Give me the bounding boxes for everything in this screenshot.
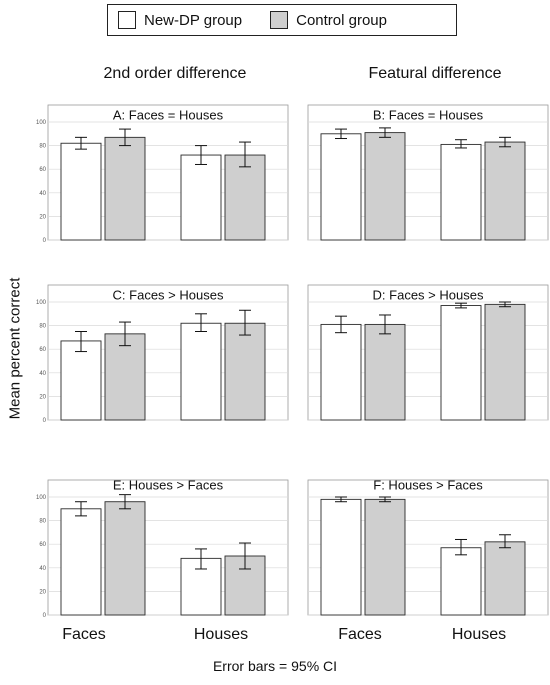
panel-3-ytick-40: 40 bbox=[39, 371, 46, 377]
panel-6-title: F: Houses > Faces bbox=[373, 478, 483, 493]
column-title-right: Featural difference bbox=[368, 65, 502, 82]
panel-1-ytick-60: 60 bbox=[39, 167, 46, 173]
panel-5-ytick-20: 20 bbox=[39, 589, 46, 595]
panel-5-ytick-80: 80 bbox=[39, 519, 46, 525]
category-label-houses-right: Houses bbox=[451, 626, 507, 643]
panel-1-bar-newdp-faces bbox=[60, 142, 102, 241]
panel-3-bar-control-faces bbox=[104, 333, 146, 421]
panel-5-bar-control-faces bbox=[104, 501, 146, 616]
panel-4-bar-newdp-faces bbox=[320, 323, 362, 421]
legend-item-new-dp: New-DP group bbox=[118, 11, 242, 29]
panel-5-ytick-40: 40 bbox=[39, 566, 46, 572]
panel-2-bar-newdp-houses bbox=[440, 143, 482, 241]
panel-1-bar-newdp-houses bbox=[180, 154, 222, 241]
panel-3-ytick-60: 60 bbox=[39, 347, 46, 353]
panel-5-title: E: Houses > Faces bbox=[113, 478, 224, 493]
panel-5-ytick-0: 0 bbox=[43, 613, 47, 619]
category-label-houses-left: Houses bbox=[193, 626, 249, 643]
panel-3-ytick-0: 0 bbox=[43, 418, 47, 424]
panel-1-ytick-100: 100 bbox=[36, 120, 47, 126]
panel-1-title: A: Faces = Houses bbox=[113, 108, 224, 123]
panel-2-bar-newdp-faces bbox=[320, 133, 362, 241]
panel-4-bar-newdp-houses bbox=[440, 305, 482, 421]
panel-4-bar-control-faces bbox=[364, 323, 406, 421]
panel-2-bar-control-houses bbox=[484, 141, 526, 241]
panel-4-bar-control-houses bbox=[484, 303, 526, 421]
panel-3-ytick-20: 20 bbox=[39, 394, 46, 400]
panel-3-bar-newdp-houses bbox=[180, 322, 222, 421]
panel-3-ytick-100: 100 bbox=[36, 300, 47, 306]
panel-4-title: D: Faces > Houses bbox=[373, 288, 484, 303]
legend-item-control: Control group bbox=[270, 11, 387, 29]
panel-3-bar-newdp-faces bbox=[60, 340, 102, 421]
panel-6-bar-newdp-houses bbox=[440, 547, 482, 616]
category-label-faces-right: Faces bbox=[338, 626, 382, 643]
legend: New-DP group Control group bbox=[107, 4, 457, 36]
panel-5-bar-newdp-faces bbox=[60, 508, 102, 616]
panel-1-ytick-80: 80 bbox=[39, 144, 46, 150]
panel-1-ytick-0: 0 bbox=[43, 238, 47, 244]
legend-label-control: Control group bbox=[296, 11, 387, 29]
panel-6-bar-control-faces bbox=[364, 498, 406, 616]
legend-label-new-dp: New-DP group bbox=[144, 11, 243, 29]
panel-1-bar-control-faces bbox=[104, 136, 146, 241]
panel-3-ytick-80: 80 bbox=[39, 324, 46, 330]
panel-6-bar-control-houses bbox=[484, 541, 526, 616]
panel-6-bar-newdp-faces bbox=[320, 498, 362, 616]
panel-2-bar-control-faces bbox=[364, 132, 406, 241]
panel-5-ytick-60: 60 bbox=[39, 542, 46, 548]
panel-1-ytick-20: 20 bbox=[39, 214, 46, 220]
panel-5-ytick-100: 100 bbox=[36, 495, 47, 501]
panel-1-bar-control-houses bbox=[224, 154, 266, 241]
panel-3-title: C: Faces > Houses bbox=[113, 288, 224, 303]
category-label-faces-left: Faces bbox=[62, 626, 106, 643]
panel-3-bar-control-houses bbox=[224, 322, 266, 421]
legend-swatch-control bbox=[270, 11, 289, 29]
legend-swatch-new-dp bbox=[118, 11, 136, 29]
panel-2-title: B: Faces = Houses bbox=[373, 108, 484, 123]
footnote: Error bars = 95% CI bbox=[212, 658, 338, 674]
column-title-left: 2nd order difference bbox=[103, 65, 247, 82]
panel-1-ytick-40: 40 bbox=[39, 191, 46, 197]
